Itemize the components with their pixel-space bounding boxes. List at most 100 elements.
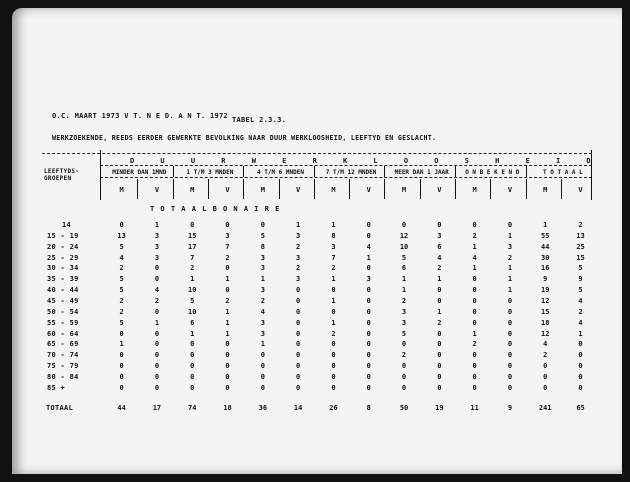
row-header: LEEFTYDS-GROEPEN xyxy=(44,168,80,182)
table-cell: 25 xyxy=(576,242,585,251)
table-cell: 2 xyxy=(154,296,160,305)
table-cell: 0 xyxy=(366,351,371,360)
column-group-header: 7 T/M 12 MNDEN xyxy=(325,169,377,176)
table-cell: 2 xyxy=(401,351,407,360)
table-cell: 0 xyxy=(366,362,371,371)
table-cell: 8 xyxy=(260,242,265,251)
table-cell: 1 xyxy=(154,318,160,327)
table-cell: 0 xyxy=(366,383,371,392)
column-divider xyxy=(490,179,492,199)
table-cell: 19 xyxy=(541,286,550,295)
table-cell: 10 xyxy=(188,286,197,295)
table-cell: 2 xyxy=(225,253,230,262)
table-cell: 4 xyxy=(472,253,477,262)
column-divider xyxy=(525,166,527,177)
table-cell: 0 xyxy=(190,340,195,349)
sex-header: V xyxy=(578,186,583,194)
table-cell: 5 xyxy=(119,286,124,295)
table-cell: 0 xyxy=(366,231,371,240)
table-cell: 0 xyxy=(190,372,195,381)
table-cell: 0 xyxy=(578,372,583,381)
sex-header: M xyxy=(543,186,548,194)
table-cell: 5 xyxy=(119,275,124,284)
table-cell: 0 xyxy=(366,264,371,273)
table-cell: 13 xyxy=(576,231,585,240)
table-cell: 0 xyxy=(437,351,442,360)
table-cell: 0 xyxy=(366,318,371,327)
table-cell: 6 xyxy=(190,318,195,327)
table-cell: 0 xyxy=(578,340,583,349)
column-divider xyxy=(207,179,209,199)
sex-header: V xyxy=(366,186,371,194)
table-cell: 0 xyxy=(578,351,583,360)
table-cell: 0 xyxy=(260,221,265,229)
table-cell: 0 xyxy=(296,383,301,392)
table-cell: 0 xyxy=(119,351,124,360)
table-cell: 5 xyxy=(578,264,583,273)
table-cell: 0 xyxy=(437,340,442,349)
table-cell: 2 xyxy=(472,231,477,240)
age-group-label: 55 - 59 xyxy=(47,318,79,327)
table-cell: 1 xyxy=(437,275,442,284)
table-cell: 3 xyxy=(260,318,265,327)
table-cell: 1 xyxy=(507,275,513,284)
table-cell: 0 xyxy=(119,221,124,229)
rule-sub xyxy=(100,177,592,178)
column-divider xyxy=(384,166,386,177)
total-cell: 26 xyxy=(329,404,338,412)
table-cell: 0 xyxy=(331,307,336,316)
sex-header: M xyxy=(260,186,265,194)
table-cell: 0 xyxy=(366,340,371,349)
table-cell: 1 xyxy=(225,307,230,316)
column-divider xyxy=(525,179,527,199)
table-cell: 1 xyxy=(119,340,124,349)
table-cell: 2 xyxy=(119,264,124,273)
column-divider xyxy=(172,166,174,177)
table-cell: 0 xyxy=(437,296,442,305)
total-cell: 14 xyxy=(293,404,303,412)
table-cell: 3 xyxy=(507,242,513,251)
table-cell: 0 xyxy=(296,351,301,360)
table-cell: 2 xyxy=(119,296,124,305)
table-cell: 0 xyxy=(154,329,160,338)
table-cell: 0 xyxy=(401,340,407,349)
table-cell: 0 xyxy=(296,296,301,305)
column-group-header: MINDER DAN 1MND xyxy=(112,169,167,176)
age-group-label: 25 - 29 xyxy=(47,253,79,262)
table-cell: 0 xyxy=(260,372,265,381)
table-cell: 4 xyxy=(578,318,583,327)
table-cell: 0 xyxy=(190,351,195,360)
table-cell: 1 xyxy=(331,296,336,305)
table-cell: 0 xyxy=(331,362,336,371)
table-cell: 0 xyxy=(366,286,371,295)
table-cell: 0 xyxy=(296,362,301,371)
table-cell: 0 xyxy=(507,383,513,392)
table-cell: 7 xyxy=(190,253,195,262)
table-cell: 0 xyxy=(225,221,230,229)
table-cell: 0 xyxy=(437,383,442,392)
table-cell: 7 xyxy=(225,242,230,251)
table-cell: 0 xyxy=(366,329,371,338)
table-cell: 0 xyxy=(472,372,477,381)
table-cell: 0 xyxy=(437,362,442,371)
sex-header: M xyxy=(331,186,336,194)
age-group-label: 85 + xyxy=(47,383,66,392)
table-cell: 5 xyxy=(119,242,124,251)
age-group-label: 60 - 64 xyxy=(47,329,79,338)
table-cell: 0 xyxy=(296,307,301,316)
column-divider xyxy=(455,179,456,199)
sex-header: M xyxy=(472,186,477,194)
age-group-label: 50 - 54 xyxy=(47,307,79,316)
table-cell: 2 xyxy=(296,264,301,273)
table-cell: 2 xyxy=(543,351,548,360)
table-cell: 1 xyxy=(225,318,230,327)
table-cell: 0 xyxy=(472,318,477,327)
table-cell: 13 xyxy=(117,231,126,240)
table-cell: 6 xyxy=(401,264,407,273)
table-cell: 0 xyxy=(119,383,124,392)
table-cell: 0 xyxy=(119,329,124,338)
age-group-label: 30 - 34 xyxy=(47,264,79,273)
table-cell: 2 xyxy=(260,296,265,305)
column-divider xyxy=(278,179,280,199)
table-cell: 15 xyxy=(576,253,585,262)
